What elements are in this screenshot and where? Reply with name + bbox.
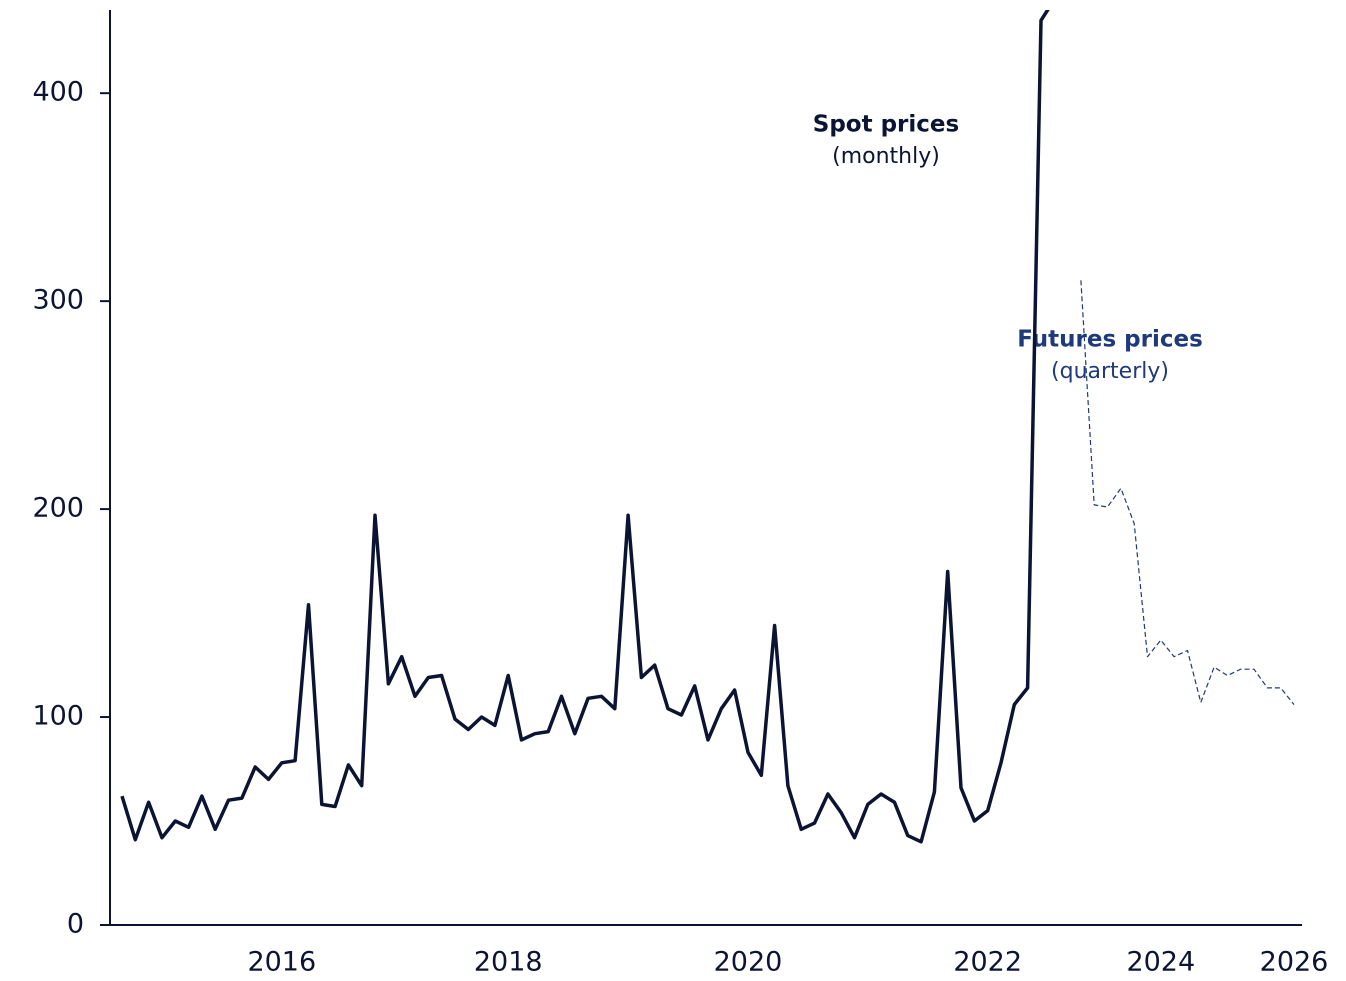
y-tick-label: 200 [32,493,84,524]
annotation-title: Spot prices [813,112,959,138]
x-tick-label: 2024 [1126,947,1195,978]
x-tick-label: 2026 [1260,947,1329,978]
annotation-note: (monthly) [832,144,940,169]
y-tick-label: 300 [32,285,84,316]
x-tick-label: 2016 [247,947,316,978]
series-line [120,10,1050,844]
annotation-note: (quarterly) [1051,359,1169,384]
x-tick-label: 2018 [474,947,543,978]
y-tick-label: 400 [32,77,84,108]
y-tick-label: 100 [32,701,84,732]
x-tick-label: 2020 [714,947,783,978]
annotation-title: Futures prices [1017,327,1203,353]
series-line [1080,280,1295,705]
y-tick-label: 0 [67,909,84,940]
x-tick-label: 2022 [953,947,1022,978]
